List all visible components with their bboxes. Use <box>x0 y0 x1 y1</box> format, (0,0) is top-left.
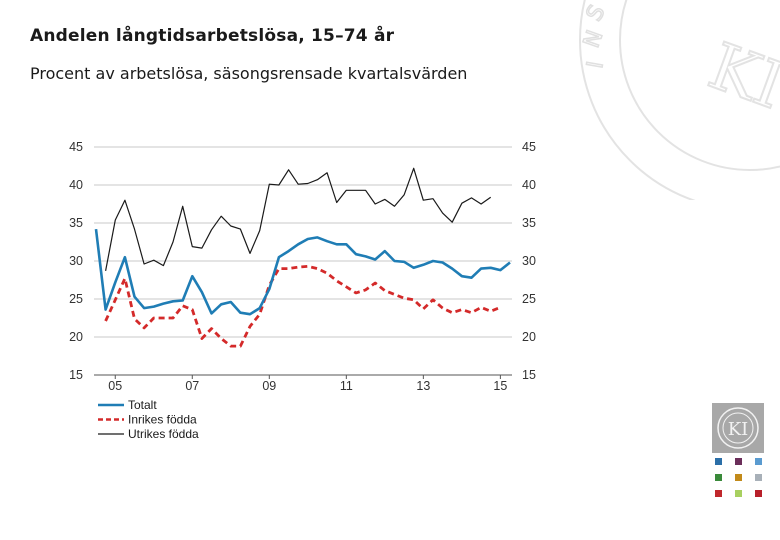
x-axis: 05 07 09 11 13 15 <box>108 375 507 393</box>
y-tick-label-right: 15 <box>522 368 536 382</box>
y-tick-label-left: 40 <box>69 178 83 192</box>
y-tick-label-right: 35 <box>522 216 536 230</box>
color-square <box>715 490 722 497</box>
y-tick-label-left: 25 <box>69 292 83 306</box>
y-tick-label-right: 20 <box>522 330 536 344</box>
color-square <box>755 474 762 481</box>
chart-title: Andelen långtidsarbetslösa, 15–74 år <box>30 26 395 46</box>
legend-label: Totalt <box>128 398 157 412</box>
series-line-utrikes-födda <box>105 167 492 272</box>
color-square <box>735 474 742 481</box>
y-tick-label-left: 20 <box>69 330 83 344</box>
y-axis-right: 15 20 25 30 35 40 45 <box>522 140 536 382</box>
color-square <box>715 458 722 465</box>
color-square <box>735 490 742 497</box>
x-tick-label: 07 <box>185 379 199 393</box>
x-tick-label: 05 <box>108 379 122 393</box>
ki-seal-logo: KI <box>712 403 764 453</box>
x-tick-label: 13 <box>416 379 430 393</box>
y-tick-label-left: 30 <box>69 254 83 268</box>
color-square <box>715 474 722 481</box>
y-tick-label-right: 45 <box>522 140 536 154</box>
y-tick-label-right: 30 <box>522 254 536 268</box>
y-tick-label-left: 15 <box>69 368 83 382</box>
y-tick-label-right: 40 <box>522 178 536 192</box>
y-tick-label-left: 35 <box>69 216 83 230</box>
chart-grid <box>94 146 512 338</box>
chart-series <box>94 167 511 348</box>
seal-monogram: KI <box>728 419 749 440</box>
color-square-grid <box>715 458 762 497</box>
color-square <box>735 458 742 465</box>
y-tick-label-left: 45 <box>69 140 83 154</box>
y-axis-left: 15 20 25 30 35 40 45 <box>69 140 83 382</box>
color-square <box>755 458 762 465</box>
series-line-inrikes-födda <box>104 264 501 348</box>
legend-label: Inrikes födda <box>128 413 197 427</box>
chart-subtitle: Procent av arbetslösa, säsongsrensade kv… <box>30 64 468 83</box>
x-tick-label: 15 <box>493 379 507 393</box>
y-tick-label-right: 25 <box>522 292 536 306</box>
series-line-totalt <box>94 228 511 316</box>
x-tick-label: 09 <box>262 379 276 393</box>
color-square <box>755 490 762 497</box>
legend-label: Utrikes födda <box>128 427 199 441</box>
institute-watermark: INSTITUTET KI <box>579 0 780 200</box>
x-tick-label: 11 <box>340 379 353 393</box>
